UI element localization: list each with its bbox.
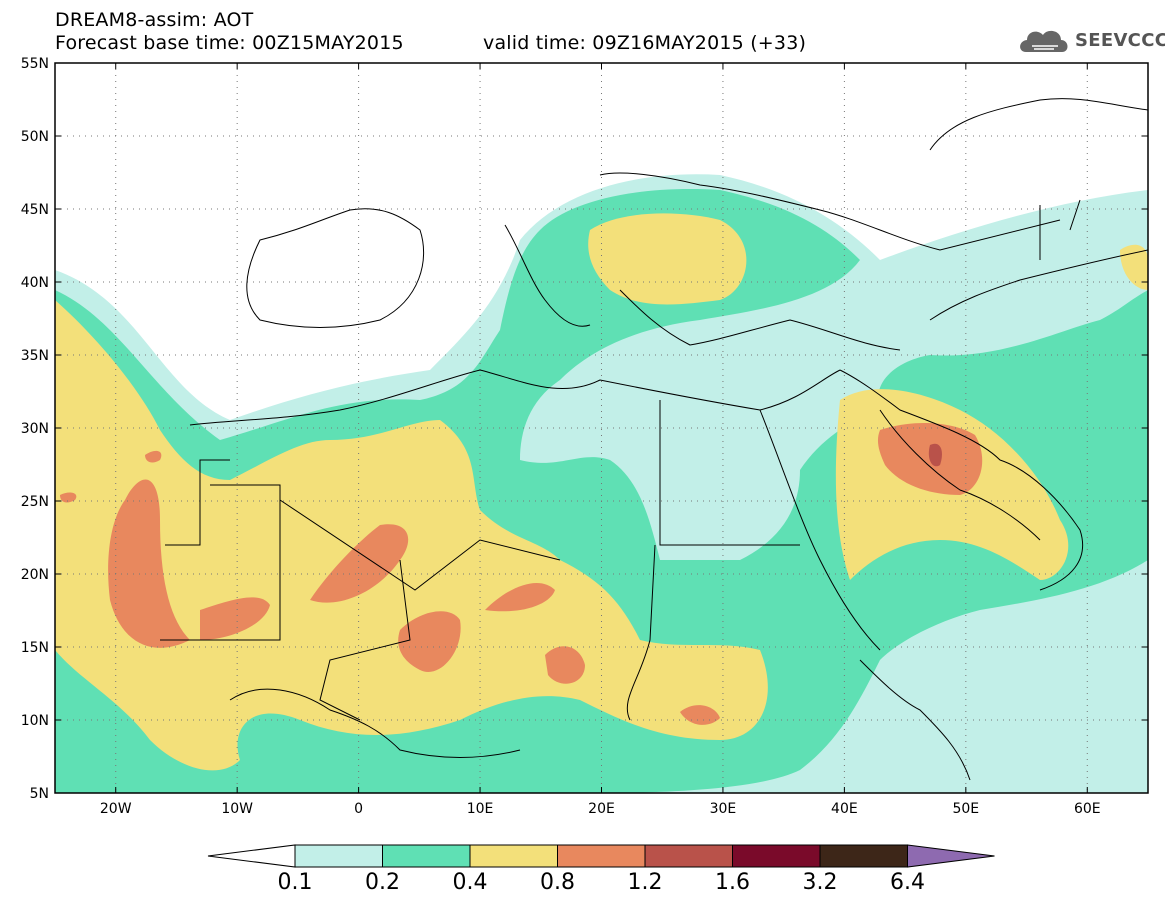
logo-text: SEEVCCC [1075,30,1165,51]
cloud-logo-icon [1020,30,1068,52]
aot-level-0.8-sahara2 [310,524,409,603]
lat-label: 30N [21,421,49,437]
lat-label: 35N [21,348,49,364]
colorbar-level-label: 0.2 [365,870,400,895]
colorbar-segment [732,844,821,868]
colorbar-level-label: 1.2 [628,870,663,895]
graticule [55,63,1148,793]
chart-title: DREAM8-assim: AOT [55,9,254,31]
lon-label: 30E [710,801,737,817]
aot-level-0.4-arabia-east [1120,244,1148,290]
lon-label: 40E [831,801,858,817]
lon-label: 20E [588,801,615,817]
colorbar-level-label: 6.4 [890,870,925,895]
lat-label: 5N [30,786,49,802]
lon-label: 50E [952,801,979,817]
colorbar: 0.1 0.2 0.4 0.8 1.2 1.6 3.2 6.4 [207,844,995,895]
colorbar-level-label: 3.2 [803,870,838,895]
colorbar-segment [644,844,733,868]
lat-label: 45N [21,202,49,218]
lat-label: 40N [21,275,49,291]
lon-label: 60E [1074,801,1101,817]
lat-label: 25N [21,494,49,510]
coastlines [160,98,1148,781]
aot-level-0.8-sudan [545,646,585,684]
lon-label: 10W [221,801,253,817]
colorbar-under-arrow [207,844,296,868]
colorbar-segment [382,844,471,868]
aot-level-0.8-atlantic [60,492,77,503]
lon-label: 20W [100,801,132,817]
lat-label: 50N [21,129,49,145]
axis-ticks [55,62,1148,794]
lon-label: 10E [467,801,494,817]
colorbar-level-label: 1.6 [715,870,750,895]
aot-level-1.2-iraq [928,443,942,467]
lat-label: 55N [21,56,49,72]
aot-level-0.8-westafrica [108,479,190,648]
lat-label: 15N [21,640,49,656]
latitude-tick-labels: 55N 50N 45N 40N 35N 30N 25N 20N 15N 10N 5N [21,56,49,802]
lat-label: 10N [21,713,49,729]
aot-level-0.8-sahara4 [485,582,555,612]
colorbar-level-label: 0.1 [278,870,313,895]
colorbar-segment [557,844,646,868]
aot-level-0.4-balkans [588,213,747,305]
colorbar-level-label: 0.8 [540,870,575,895]
aot-level-0.4 [55,300,768,771]
aot-level-0.8-canary [145,450,162,463]
colorbar-segment [469,844,558,868]
colorbar-segment [819,844,908,868]
lat-label: 20N [21,567,49,583]
forecast-base-time: Forecast base time: 00Z15MAY2015 [55,32,404,54]
aot-level-0.8-sahara1 [200,597,270,640]
lon-label: 0 [354,801,363,817]
valid-time: valid time: 09Z16MAY2015 (+33) [483,32,807,54]
longitude-tick-labels: 20W 10W 0 10E 20E 30E 40E 50E 60E [100,801,1101,817]
colorbar-segment [294,844,383,868]
colorbar-level-label: 0.4 [453,870,488,895]
colorbar-over-arrow [907,844,995,868]
aot-level-0.8-sahara3 [398,611,461,672]
